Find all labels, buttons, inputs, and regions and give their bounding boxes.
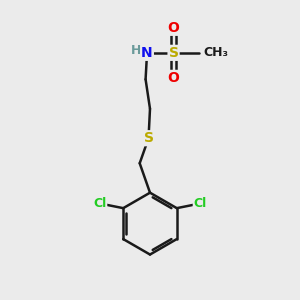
Text: S: S (169, 46, 178, 60)
Text: O: O (168, 21, 179, 35)
Text: CH₃: CH₃ (204, 46, 229, 59)
Text: H: H (131, 44, 141, 57)
Text: Cl: Cl (93, 197, 106, 210)
Text: N: N (141, 46, 153, 60)
Text: O: O (168, 71, 179, 85)
Text: Cl: Cl (194, 197, 207, 210)
Text: S: S (143, 131, 154, 145)
